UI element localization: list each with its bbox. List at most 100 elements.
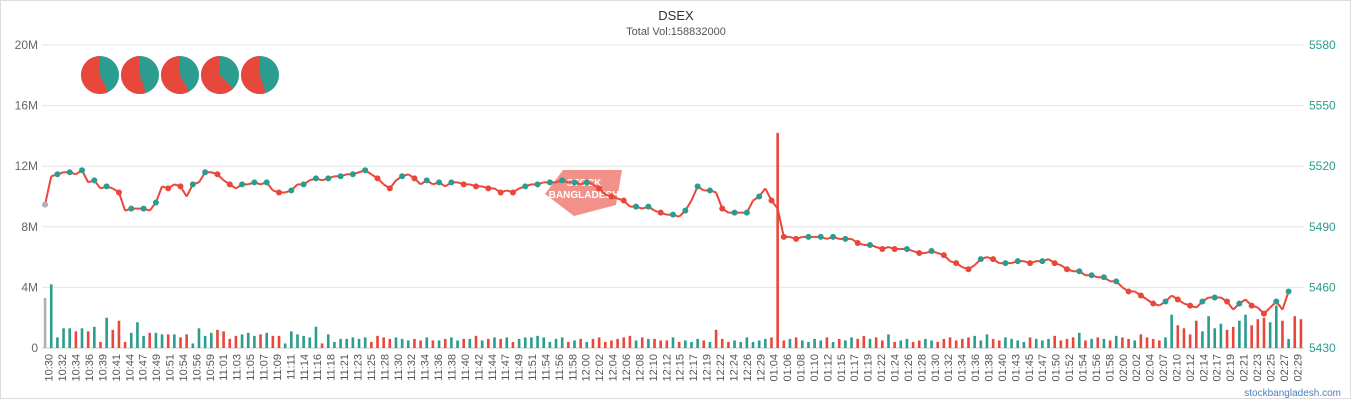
volume-bar xyxy=(942,338,946,348)
x-tick-label: 02:00 xyxy=(1118,354,1130,382)
index-point xyxy=(362,167,369,174)
volume-bar xyxy=(203,335,207,348)
index-point xyxy=(522,183,529,190)
index-point xyxy=(793,235,800,242)
index-point xyxy=(608,193,615,200)
volume-bar xyxy=(43,298,47,348)
index-point xyxy=(706,187,713,194)
volume-bar xyxy=(351,337,355,348)
volume-bar xyxy=(388,338,392,348)
volume-bar xyxy=(616,338,619,348)
volume-bar xyxy=(911,341,915,348)
volume-bar xyxy=(622,337,626,348)
index-point xyxy=(276,189,283,196)
volume-bar xyxy=(1139,334,1143,348)
index-point xyxy=(682,207,689,214)
x-tick-label: 12:24 xyxy=(728,354,740,382)
volume-bar xyxy=(326,334,330,348)
x-tick-label: 02:19 xyxy=(1225,354,1237,382)
index-point xyxy=(165,185,172,192)
volume-bar xyxy=(536,335,539,348)
volume-bar xyxy=(1164,337,1167,348)
volume-bar xyxy=(376,335,379,348)
volume-bar xyxy=(154,332,158,348)
x-tick-label: 11:58 xyxy=(567,354,579,381)
volume-bar xyxy=(1133,340,1137,348)
index-point xyxy=(1027,260,1034,267)
index-line-segment xyxy=(44,176,53,205)
index-point xyxy=(497,189,504,196)
x-tick-label: 11:25 xyxy=(366,354,378,381)
volume-bar xyxy=(837,338,841,348)
index-point xyxy=(953,260,960,267)
volume-bar xyxy=(973,335,976,348)
x-tick-label: 02:29 xyxy=(1292,354,1304,382)
x-tick-label: 01:40 xyxy=(997,354,1009,382)
index-point xyxy=(743,209,750,216)
credits-link[interactable]: stockbangladesh.com xyxy=(1244,388,1341,399)
index-point xyxy=(1187,302,1194,309)
index-point xyxy=(817,233,824,240)
y-axis-left: 0 4M 8M 12M 16M 20M xyxy=(15,38,39,355)
index-point xyxy=(386,185,393,192)
index-point xyxy=(1150,300,1157,307)
index-point xyxy=(830,233,837,240)
index-point xyxy=(1174,296,1181,303)
x-tick-label: 10:56 xyxy=(191,354,203,382)
index-point xyxy=(546,179,553,186)
index-point xyxy=(916,250,923,257)
volume-bar xyxy=(530,337,533,348)
x-tick-label: 01:54 xyxy=(1077,354,1089,382)
y-left-tick-label: 0 xyxy=(31,341,38,355)
volume-bar xyxy=(1047,338,1050,348)
x-tick-label: 11:44 xyxy=(487,354,499,381)
index-point xyxy=(177,183,184,190)
volume-bar xyxy=(296,334,299,348)
index-point xyxy=(485,185,492,192)
volume-bar xyxy=(179,337,182,348)
volume-bar xyxy=(136,322,139,348)
volume-bar xyxy=(99,341,102,348)
x-tick-label: 02:14 xyxy=(1198,354,1210,382)
index-point xyxy=(288,187,295,194)
x-tick-label: 02:27 xyxy=(1279,354,1291,382)
x-tick-label: 02:04 xyxy=(1145,354,1157,382)
x-tick-label: 02:23 xyxy=(1252,354,1264,382)
volume-bar xyxy=(850,337,853,348)
index-point xyxy=(1162,298,1169,305)
index-point xyxy=(1137,292,1144,299)
volume-bar xyxy=(517,338,521,348)
x-tick-label: 01:38 xyxy=(984,354,996,382)
volume-bar xyxy=(290,331,293,348)
index-point xyxy=(1014,258,1021,265)
x-tick-label: 12:06 xyxy=(621,354,633,382)
x-tick-label: 12:12 xyxy=(661,354,673,382)
volume-bar xyxy=(105,317,108,348)
volume-bar xyxy=(807,341,810,348)
volume-bar xyxy=(1145,337,1149,348)
index-line-segment xyxy=(1281,291,1290,310)
y-left-tick-label: 4M xyxy=(21,280,38,294)
volume-bar xyxy=(640,337,644,348)
x-tick-label: 01:17 xyxy=(849,354,861,382)
volume-bar xyxy=(764,338,767,348)
volume-bar xyxy=(936,341,940,348)
volume-bar xyxy=(671,337,675,348)
volume-bar xyxy=(776,132,779,348)
x-tick-label: 11:32 xyxy=(406,354,418,381)
index-point xyxy=(189,181,196,188)
index-point xyxy=(411,175,418,182)
x-tick-label: 02:02 xyxy=(1131,354,1143,382)
index-point xyxy=(928,248,935,255)
volume-bar xyxy=(1250,325,1253,348)
x-tick-label: 12:02 xyxy=(594,354,606,382)
volume-bar xyxy=(1090,338,1093,348)
volume-bar xyxy=(720,338,724,348)
volume-bar xyxy=(684,340,687,348)
index-point xyxy=(891,246,898,253)
volume-bar xyxy=(148,332,152,348)
x-tick-label: 01:36 xyxy=(970,354,982,382)
volume-bar xyxy=(591,338,595,348)
volume-bar xyxy=(425,337,429,348)
